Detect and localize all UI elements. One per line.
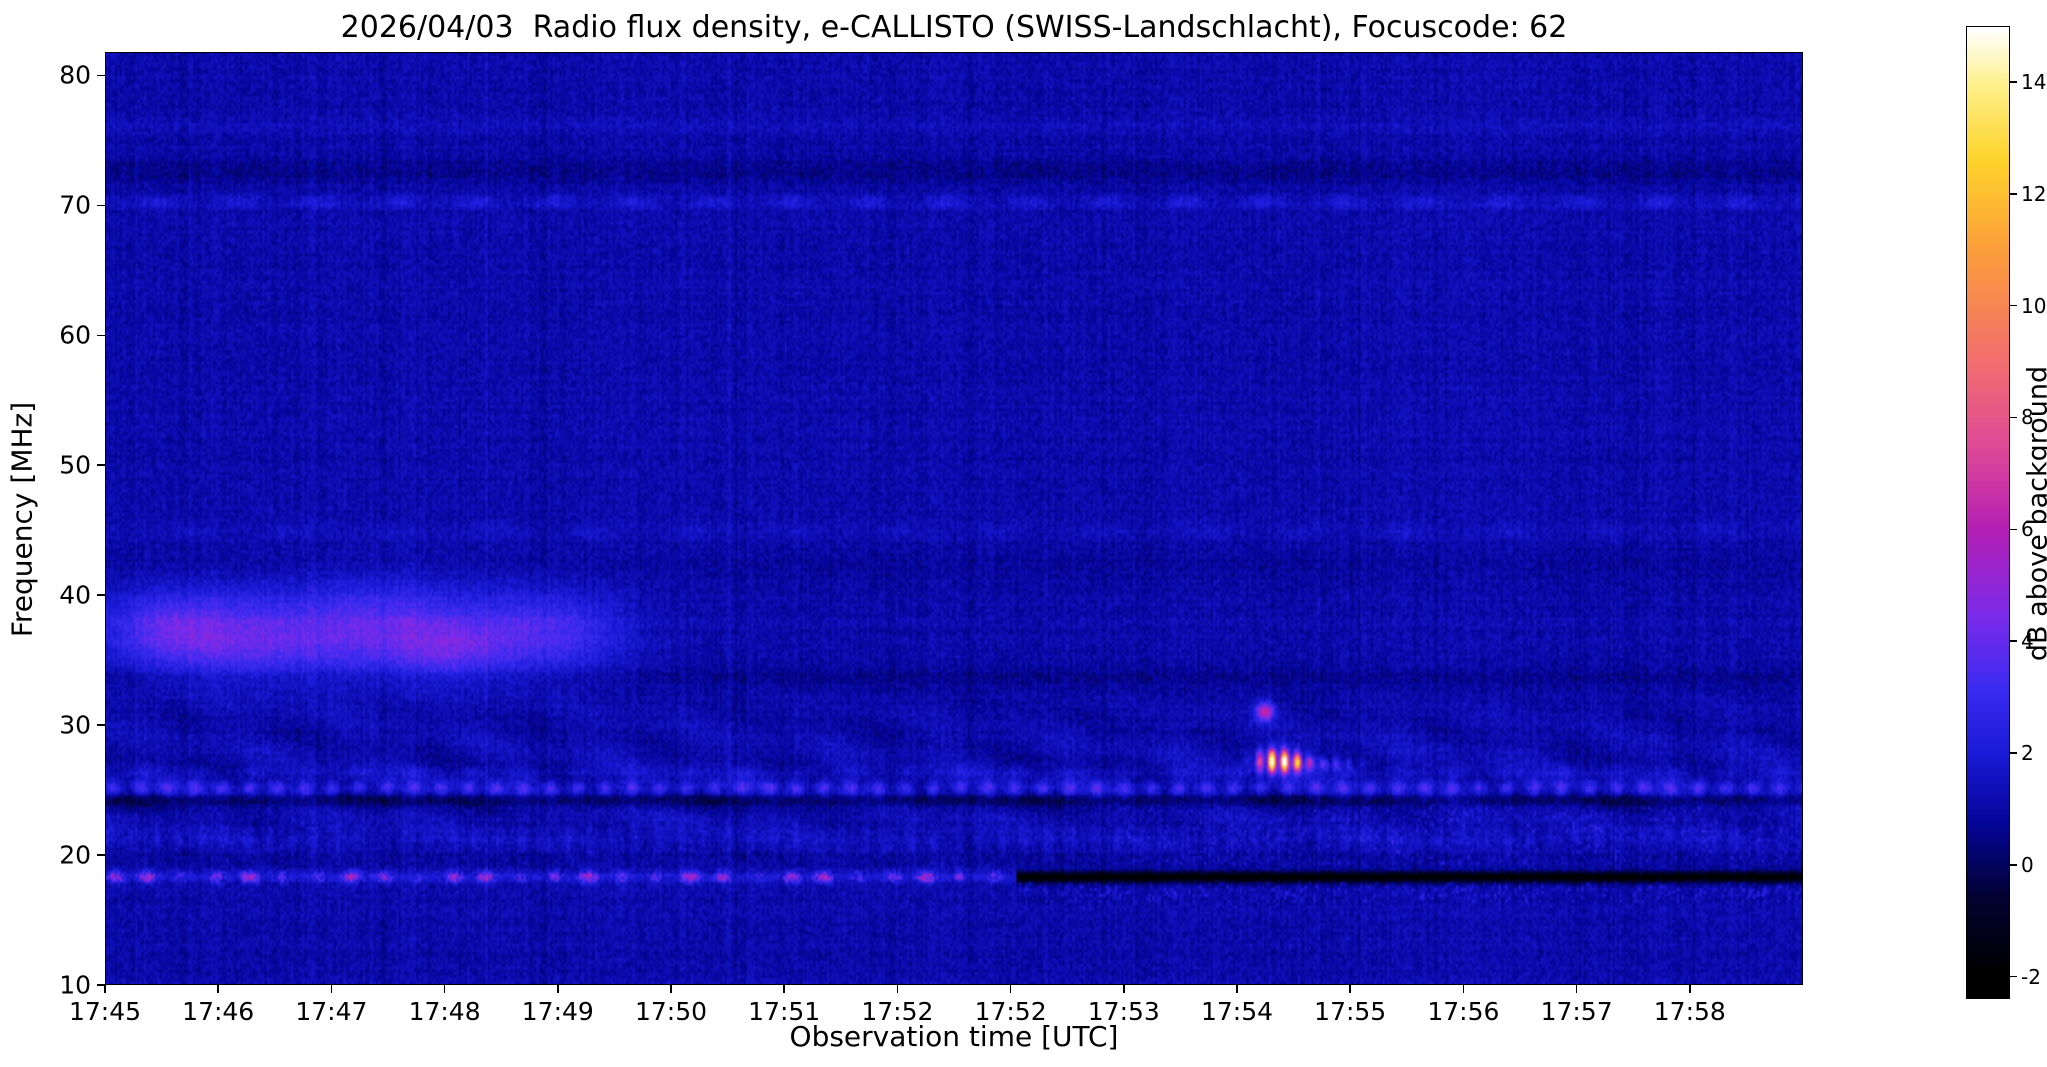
colorbar-tick-label: 14 [2021,69,2047,94]
x-tick-label: 17:48 [408,997,481,1026]
y-tick-mark [97,74,105,77]
x-tick-label: 17:52 [861,997,934,1026]
y-tick-label: 50 [59,450,91,480]
y-tick-label: 60 [59,320,91,350]
y-tick-label: 80 [59,60,91,90]
x-tick-label: 17:49 [521,997,594,1026]
x-tick-mark [1236,985,1238,993]
x-tick-label: 17:50 [634,997,708,1026]
colorbar-tick-label: 8 [2021,405,2034,430]
colorbar-tick-mark [2010,528,2017,531]
colorbar-tick-label: 4 [2021,629,2034,654]
y-tick-label: 40 [59,580,91,610]
colorbar [1966,26,2010,999]
x-tick-label: 17:46 [182,997,255,1026]
x-tick-mark [1009,985,1012,993]
colorbar-tick-mark [2010,752,2017,754]
y-tick-label: 70 [59,190,91,220]
x-tick-label: 17:57 [1540,997,1613,1026]
x-tick-mark [217,985,219,993]
x-tick-mark [1349,985,1351,993]
x-tick-mark [1575,985,1578,993]
colorbar-tick-mark [2010,304,2017,307]
x-tick-mark [783,985,785,993]
x-tick-label: 17:56 [1427,997,1500,1026]
colorbar-tick-label: 2 [2021,740,2034,765]
colorbar-tick-mark [2010,975,2017,978]
x-tick-mark [330,985,333,993]
x-tick-label: 17:45 [68,997,142,1026]
y-tick-label: 20 [59,840,91,870]
y-tick-mark [97,464,105,466]
y-tick-mark [97,984,105,986]
x-tick-mark [670,985,672,993]
y-tick-mark [97,204,105,207]
y-tick-mark [97,854,105,856]
colorbar-tick-mark [2010,640,2017,642]
x-axis-label: Observation time [UTC] [789,1020,1119,1053]
colorbar-tick-mark [2010,193,2017,195]
x-tick-mark [557,985,559,993]
colorbar-tick-mark [2010,81,2017,83]
x-tick-mark [1123,985,1125,993]
colorbar-canvas [1967,27,2009,998]
x-tick-mark [1689,985,1691,993]
x-tick-label: 17:58 [1653,997,1726,1026]
x-tick-label: 17:55 [1314,997,1387,1026]
x-tick-mark [896,985,899,993]
colorbar-tick-label: 0 [2021,852,2034,877]
x-tick-label: 17:54 [1200,997,1274,1026]
colorbar-tick-mark [2010,416,2017,419]
y-tick-mark [97,724,105,726]
y-tick-label: 30 [59,710,91,740]
colorbar-tick-label: 6 [2021,517,2034,542]
colorbar-tick-label: -2 [2021,964,2041,989]
x-tick-label: 17:52 [974,997,1047,1026]
spectrogram-canvas [106,53,1802,984]
x-tick-label: 17:51 [748,997,821,1026]
y-tick-mark [97,594,105,596]
colorbar-tick-label: 12 [2021,181,2047,206]
colorbar-label: dB above background [2022,365,2047,662]
x-tick-label: 17:47 [295,997,368,1026]
spectrogram-plot-area [105,52,1803,985]
y-axis-label: Frequency [MHz] [5,401,39,638]
colorbar-tick-mark [2010,864,2017,866]
y-tick-label: 10 [59,970,91,1000]
x-tick-mark [104,985,106,993]
x-tick-mark [443,985,446,993]
colorbar-tick-label: 10 [2021,293,2047,318]
x-tick-mark [1462,985,1465,993]
x-tick-label: 17:53 [1087,997,1160,1026]
y-tick-mark [97,334,105,337]
page-title: 2026/04/03 Radio flux density, e-CALLIST… [340,10,1568,45]
